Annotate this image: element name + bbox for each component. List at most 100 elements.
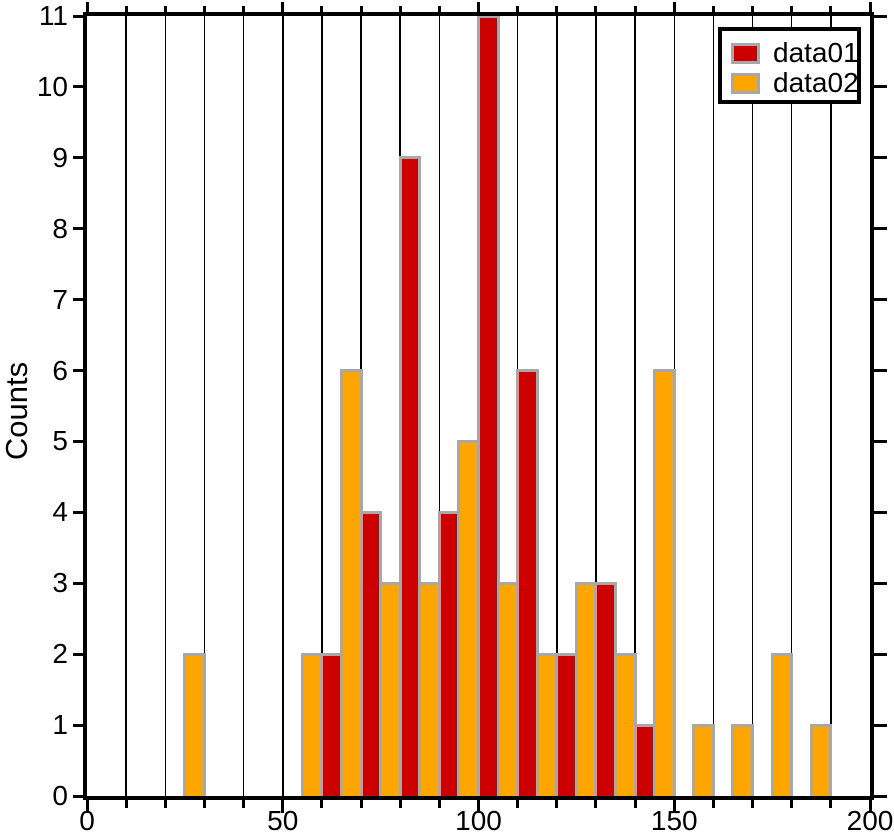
y-tick-label-3: 3 xyxy=(52,567,68,599)
xtick-bottom-10 xyxy=(124,800,128,808)
y-tick-label-10: 10 xyxy=(36,70,68,102)
y-tick-label-4: 4 xyxy=(52,496,68,528)
xtick-bottom-140 xyxy=(633,800,637,808)
plot-area xyxy=(87,14,870,796)
bar-data02-x145 xyxy=(653,369,676,796)
bar-data01-x80 xyxy=(398,156,422,796)
xtick-top-100 xyxy=(477,2,480,12)
ytick-left-8 xyxy=(73,227,83,231)
ytick-left-0 xyxy=(73,794,83,798)
xtick-top-80 xyxy=(398,6,402,12)
xtick-top-30 xyxy=(202,6,206,12)
y-tick-label-7: 7 xyxy=(52,283,68,315)
ytick-left-10 xyxy=(73,85,83,89)
xtick-top-180 xyxy=(790,6,794,12)
ytick-right-1 xyxy=(874,723,887,727)
y-tick-label-8: 8 xyxy=(52,212,68,244)
gridline-x-160 xyxy=(712,16,715,796)
ytick-left-2 xyxy=(73,652,83,656)
ytick-left-1 xyxy=(73,723,83,727)
xtick-bottom-40 xyxy=(242,800,246,808)
xtick-bottom-170 xyxy=(751,800,755,808)
xtick-bottom-200 xyxy=(868,800,872,813)
y-tick-label-2: 2 xyxy=(52,638,68,670)
xtick-top-160 xyxy=(711,6,715,12)
ytick-left-5 xyxy=(73,439,83,443)
ytick-left-9 xyxy=(73,156,83,160)
gridline-x-50 xyxy=(282,16,284,796)
xtick-top-190 xyxy=(829,6,833,12)
xtick-top-60 xyxy=(320,6,324,12)
ytick-left-6 xyxy=(73,369,83,373)
ytick-right-7 xyxy=(874,298,887,302)
xtick-top-90 xyxy=(437,6,441,12)
xtick-top-170 xyxy=(751,6,755,12)
legend-swatch-data01-icon xyxy=(731,42,760,64)
xtick-bottom-180 xyxy=(790,800,794,808)
xtick-bottom-130 xyxy=(594,800,598,808)
xtick-bottom-50 xyxy=(281,800,285,813)
xtick-top-130 xyxy=(594,6,598,12)
bar-data02-x155 xyxy=(692,723,715,796)
xtick-top-200 xyxy=(868,2,872,12)
legend-item-data02: data02 xyxy=(731,67,859,98)
ytick-right-0 xyxy=(874,794,887,798)
xtick-top-40 xyxy=(242,6,246,12)
ytick-right-10 xyxy=(874,85,887,89)
xtick-bottom-60 xyxy=(320,800,324,808)
xtick-bottom-70 xyxy=(359,800,363,808)
bar-data02-x185 xyxy=(809,723,833,796)
gridline-x-190 xyxy=(830,16,832,796)
xtick-top-120 xyxy=(555,6,559,12)
legend-label-data02: data02 xyxy=(773,67,859,98)
bar-data02-x175 xyxy=(770,652,794,796)
ytick-left-7 xyxy=(73,298,83,302)
y-tick-label-9: 9 xyxy=(52,141,68,173)
xtick-bottom-120 xyxy=(555,800,559,808)
ytick-right-2 xyxy=(874,652,887,656)
ytick-right-11 xyxy=(874,14,887,18)
y-tick-label-11: 11 xyxy=(38,0,68,31)
xtick-bottom-160 xyxy=(711,800,715,808)
y-tick-label-1: 1 xyxy=(52,709,68,741)
xtick-top-0 xyxy=(85,2,89,12)
x-tick-label-0: 0 xyxy=(79,805,95,835)
ytick-left-3 xyxy=(73,581,83,585)
ytick-right-6 xyxy=(874,369,887,373)
y-tick-label-6: 6 xyxy=(52,354,68,386)
xtick-bottom-80 xyxy=(398,800,402,808)
gridline-x-30 xyxy=(203,16,206,796)
xtick-bottom-90 xyxy=(437,800,441,808)
xtick-top-20 xyxy=(163,6,167,12)
ytick-left-4 xyxy=(73,510,83,514)
ytick-right-4 xyxy=(874,510,887,514)
legend-item-data01: data01 xyxy=(731,38,859,68)
x-tick-label-200: 200 xyxy=(846,805,894,835)
xtick-top-10 xyxy=(124,6,128,12)
y-tick-label-0: 0 xyxy=(52,780,68,811)
gridline-x-40 xyxy=(242,16,245,796)
legend-box: data01 data02 xyxy=(718,27,861,104)
gridline-x-170 xyxy=(751,16,754,796)
xtick-top-110 xyxy=(516,6,520,12)
xtick-top-50 xyxy=(281,2,285,12)
bar-data02-x25 xyxy=(183,652,206,796)
xtick-bottom-20 xyxy=(163,800,167,808)
gridline-x-130 xyxy=(595,16,597,796)
ytick-right-3 xyxy=(874,581,887,585)
gridline-x-60 xyxy=(321,16,323,796)
ytick-right-8 xyxy=(874,227,887,231)
xtick-bottom-190 xyxy=(829,800,833,808)
gridline-x-10 xyxy=(125,16,127,796)
xtick-top-70 xyxy=(359,6,363,12)
bar-data02-x165 xyxy=(731,723,755,796)
xtick-bottom-150 xyxy=(672,800,676,813)
xtick-top-140 xyxy=(633,6,637,12)
gridline-x-20 xyxy=(164,16,167,796)
xtick-bottom-110 xyxy=(516,800,520,808)
xtick-bottom-100 xyxy=(477,800,480,813)
ytick-right-5 xyxy=(874,439,887,443)
ytick-left-11 xyxy=(73,14,83,18)
gridline-x-180 xyxy=(790,16,793,796)
